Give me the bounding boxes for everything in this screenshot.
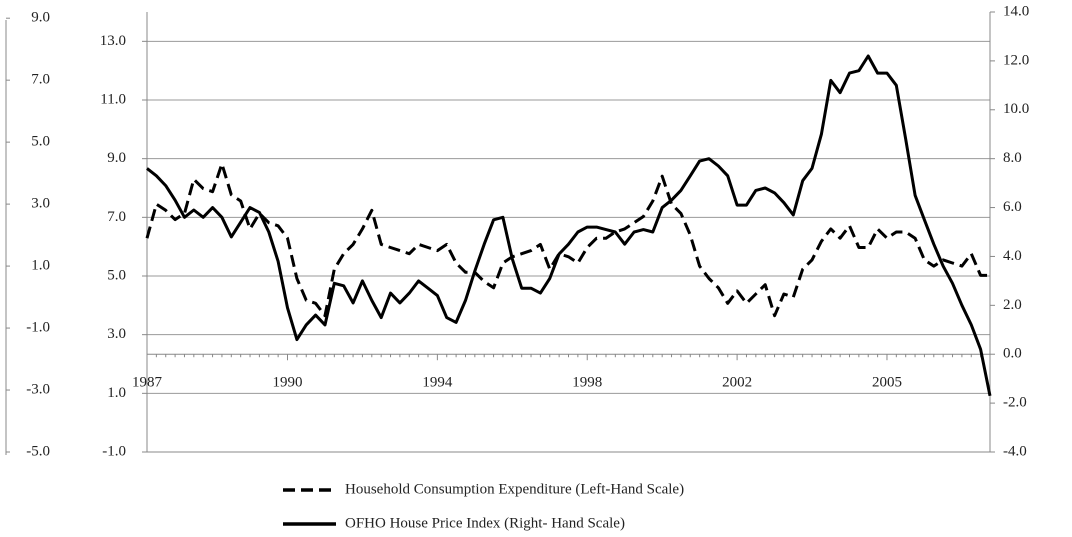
- series-line: [145, 162, 990, 318]
- legend-label: Household Consumption Expenditure (Left-…: [345, 481, 684, 497]
- y2-tick-label: 8.0: [1003, 150, 1022, 166]
- y2-tick-label: 14.0: [1003, 3, 1029, 19]
- y3-tick-label: -1.0: [102, 443, 126, 459]
- x-tick-label: 1994: [422, 375, 453, 391]
- y-tick-label: 5.0: [31, 134, 50, 150]
- y3-tick-label: 1.0: [107, 385, 126, 401]
- y2-tick-label: 10.0: [1003, 101, 1029, 117]
- x-tick-label: 1987: [132, 375, 163, 391]
- x-tick-label: 2005: [872, 375, 902, 391]
- x-tick-label: 1990: [273, 375, 303, 391]
- y2-tick-label: 4.0: [1003, 248, 1022, 264]
- y-tick-label: -1.0: [26, 319, 50, 335]
- y3-tick-label: 3.0: [107, 326, 126, 342]
- y3-tick-label: 9.0: [107, 150, 126, 166]
- y3-tick-label: 13.0: [100, 33, 126, 49]
- y2-tick-label: -4.0: [1003, 443, 1027, 459]
- y2-tick-label: 0.0: [1003, 346, 1022, 362]
- y-tick-label: 3.0: [31, 196, 50, 212]
- y-tick-label: -3.0: [26, 381, 50, 397]
- x-tick-label: 1998: [572, 375, 602, 391]
- y2-tick-label: 12.0: [1003, 52, 1029, 68]
- y-tick-label: -5.0: [26, 443, 50, 459]
- y-tick-label: 1.0: [31, 258, 50, 274]
- y2-tick-label: -2.0: [1003, 395, 1027, 411]
- y3-tick-label: 5.0: [107, 267, 126, 283]
- y-tick-label: 7.0: [31, 72, 50, 88]
- series-line: [146, 54, 992, 397]
- y2-tick-label: 6.0: [1003, 199, 1022, 215]
- y-tick-label: 9.0: [31, 10, 50, 26]
- y3-tick-label: 11.0: [100, 91, 126, 107]
- y3-tick-label: 7.0: [107, 209, 126, 225]
- legend-label: OFHO House Price Index (Right- Hand Scal…: [345, 515, 625, 531]
- y2-tick-label: 2.0: [1003, 297, 1022, 313]
- x-tick-label: 2002: [722, 375, 752, 391]
